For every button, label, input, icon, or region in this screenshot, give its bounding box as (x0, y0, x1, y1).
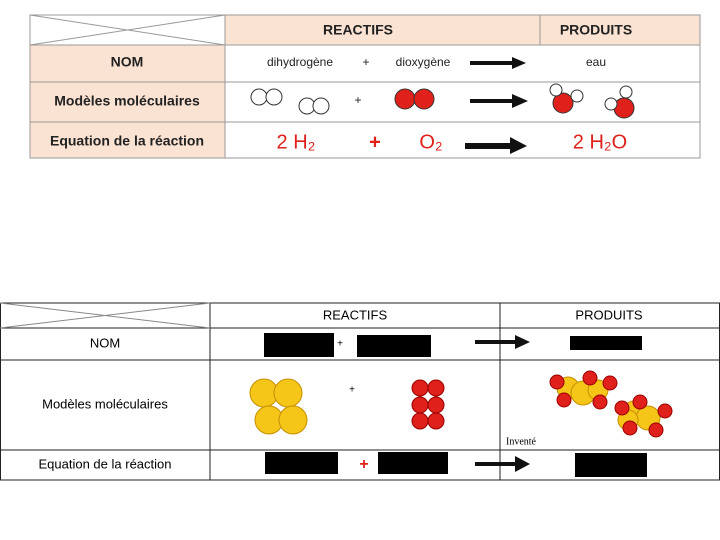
cell: + (359, 456, 368, 473)
header: REACTIFS (323, 307, 388, 322)
top-table: REACTIFS PRODUITS NOM Modèles moléculair… (29, 14, 701, 159)
cell: dihydrogène (267, 55, 333, 69)
row-label: NOM (90, 335, 120, 350)
row-label: Equation de la réaction (50, 133, 204, 149)
formula: + (369, 131, 381, 153)
arrows (465, 57, 528, 154)
cell: + (349, 385, 355, 396)
cell: eau (586, 55, 606, 69)
formula: 2 H₂O (573, 131, 627, 153)
note: Inventé (506, 436, 537, 447)
redactions (264, 333, 647, 477)
molecules (411, 370, 673, 438)
row-label: Equation de la réaction (39, 456, 172, 471)
bottom-table: REACTIFS PRODUITS NOM Modèles moléculair… (0, 302, 720, 481)
row-label: Modèles moléculaires (42, 396, 168, 411)
cell: + (354, 93, 361, 107)
row-label: NOM (111, 54, 144, 70)
header: PRODUITS (575, 307, 643, 322)
header: REACTIFS (323, 22, 393, 38)
row-label: Modèles moléculaires (54, 93, 200, 109)
cell: + (362, 55, 369, 69)
formula: O₂ (419, 131, 442, 153)
cell: + (337, 339, 343, 350)
formula: 2 H₂ (277, 131, 316, 153)
header: PRODUITS (560, 22, 632, 38)
cell: dioxygène (396, 55, 451, 69)
molecules (249, 376, 661, 435)
arrows (475, 335, 530, 472)
molecules (250, 83, 635, 119)
